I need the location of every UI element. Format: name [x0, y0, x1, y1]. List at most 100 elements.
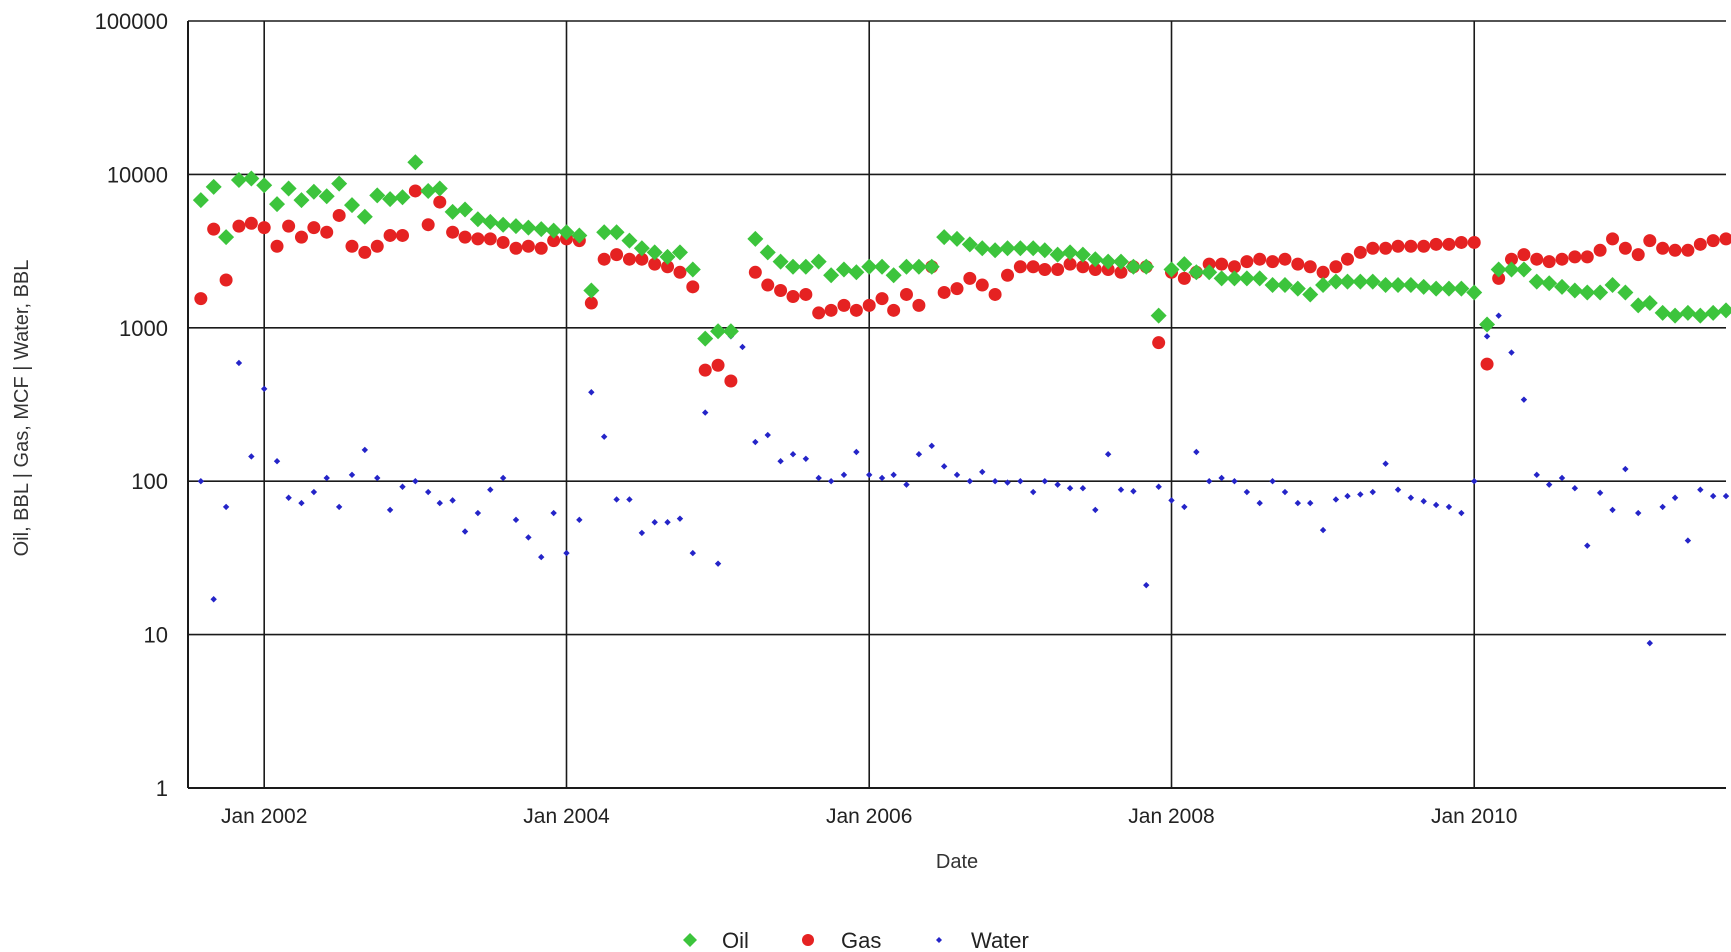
gas-point: [937, 285, 951, 299]
oil-point: [646, 244, 663, 261]
water-point: [1596, 489, 1604, 497]
oil-point: [1440, 280, 1457, 297]
y-tick-label: 100000: [95, 9, 168, 34]
oil-point: [243, 170, 260, 187]
oil-point: [1049, 246, 1066, 263]
oil-point: [923, 258, 940, 275]
water-point: [449, 497, 456, 504]
water-point: [1307, 499, 1314, 507]
gas-point: [812, 306, 826, 320]
oil-point: [671, 244, 688, 261]
water-point: [802, 455, 810, 462]
water-point: [260, 385, 268, 393]
gas-point: [232, 219, 246, 233]
oil-point: [495, 216, 512, 233]
water-point: [474, 509, 482, 517]
water-point: [689, 549, 696, 557]
gas-point: [610, 248, 624, 262]
oil-point: [861, 258, 878, 275]
water-point: [1256, 499, 1263, 507]
water-point: [436, 499, 443, 507]
legend-label: Oil: [722, 928, 749, 952]
gas-point: [1063, 257, 1077, 271]
water-point: [1017, 478, 1024, 485]
water-point: [1520, 396, 1528, 403]
oil-point: [457, 201, 474, 218]
water-point: [866, 471, 873, 479]
oil-point: [1528, 273, 1545, 290]
oil-point: [545, 222, 562, 239]
gas-point: [724, 374, 738, 388]
water-point: [222, 503, 230, 511]
x-tick-label: Jan 2002: [221, 805, 307, 828]
gas-point: [1329, 260, 1343, 274]
gas-point: [837, 298, 851, 312]
legend-label: Gas: [841, 928, 881, 952]
gas-point: [1088, 262, 1102, 276]
water-point: [1269, 478, 1276, 485]
water-point: [626, 496, 633, 503]
oil-point: [1667, 307, 1684, 324]
water-point: [1622, 465, 1629, 473]
water-point: [777, 458, 784, 465]
x-tick-label: Jan 2004: [523, 805, 610, 828]
gas-point: [1177, 271, 1191, 285]
gas-point: [786, 289, 800, 303]
oil-point: [910, 258, 927, 275]
water-point: [1054, 481, 1061, 488]
oil-point: [1415, 278, 1432, 295]
gas-point: [686, 280, 700, 294]
water-point: [1155, 483, 1162, 490]
gas-point: [673, 265, 687, 279]
gas-point: [383, 228, 397, 242]
water-point: [1041, 478, 1048, 485]
gas-point: [345, 239, 359, 253]
water-point: [1117, 486, 1125, 493]
oil-point: [205, 178, 222, 195]
oil-point: [633, 240, 650, 257]
gas-point: [622, 252, 636, 266]
water-point: [1722, 492, 1730, 500]
oil-point: [596, 224, 613, 241]
gas-point: [975, 278, 989, 292]
oil-point: [218, 229, 235, 246]
water-point: [374, 474, 381, 482]
gas-point: [1593, 243, 1607, 257]
legend-marker: [683, 933, 697, 947]
gas-point: [950, 282, 964, 296]
gas-point: [1504, 252, 1518, 266]
oil-point: [1617, 284, 1634, 301]
x-tick-label: Jan 2008: [1128, 805, 1214, 828]
gas-point: [988, 287, 1002, 301]
oil-point: [949, 230, 965, 247]
gas-point: [1530, 252, 1544, 266]
oil-point: [394, 189, 411, 206]
oil-point: [1718, 302, 1731, 319]
water-point: [1357, 491, 1364, 498]
water-point: [1495, 312, 1502, 319]
water-point: [638, 529, 646, 537]
gas-point: [1719, 232, 1731, 246]
water-point: [1243, 488, 1251, 496]
oil-point: [558, 224, 575, 241]
water-point: [1445, 503, 1453, 511]
oil-point: [431, 180, 448, 197]
water-point: [512, 516, 520, 524]
y-tick-label: 10: [144, 623, 168, 648]
water-point: [1671, 494, 1679, 501]
oil-point: [382, 191, 399, 208]
oil-point: [1579, 284, 1596, 301]
water-point: [248, 453, 255, 460]
gas-point: [1454, 235, 1468, 249]
water-point: [563, 549, 570, 557]
water-point: [412, 478, 419, 485]
gas-point: [1379, 241, 1393, 255]
data-series: [192, 154, 1731, 647]
oil-point: [1036, 242, 1053, 259]
oil-point: [1503, 261, 1520, 278]
water-point: [600, 433, 608, 440]
gas-point: [270, 239, 284, 253]
oil-point: [482, 213, 499, 230]
